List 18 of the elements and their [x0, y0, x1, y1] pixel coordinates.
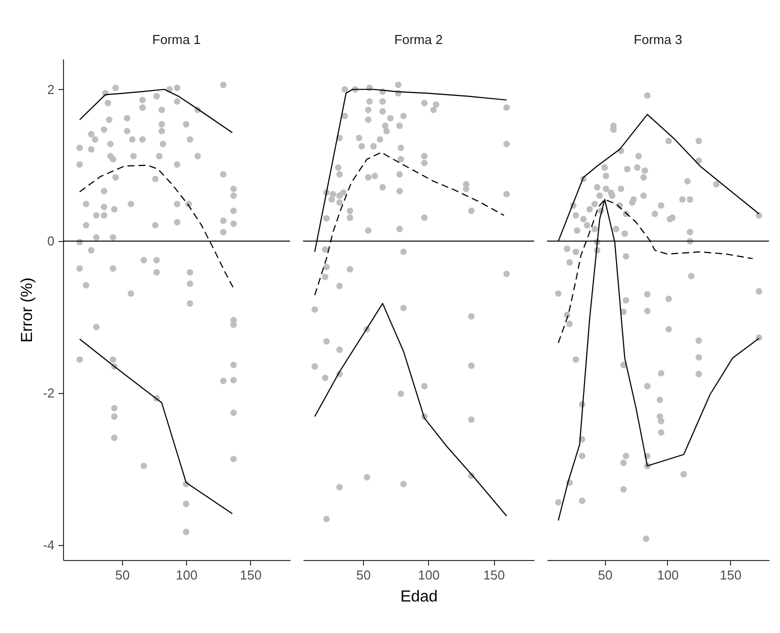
x-tick-label: 50 [598, 568, 612, 582]
y-axis-title: Error (%) [18, 278, 36, 342]
y-tick-label: 0 [47, 234, 54, 249]
x-tick-label: 150 [720, 568, 742, 582]
y-tick-label: -4 [42, 537, 54, 552]
x-tick-label: 150 [483, 568, 505, 582]
y-tick-label: -2 [42, 386, 54, 400]
y-tick-label: 2 [47, 82, 54, 97]
x-tick-label: 100 [418, 568, 440, 582]
x-tick-label: 50 [115, 568, 130, 582]
x-tick-label: 50 [356, 568, 371, 582]
chart-title: Forma 1 [152, 32, 201, 47]
x-tick-label: 150 [240, 568, 262, 582]
chart-title: Forma 2 [394, 32, 443, 47]
chart-title: Forma 3 [634, 32, 682, 47]
x-tick-label: 100 [176, 568, 198, 582]
x-axis-title: Edad [400, 588, 438, 606]
x-tick-label: 100 [657, 568, 679, 582]
